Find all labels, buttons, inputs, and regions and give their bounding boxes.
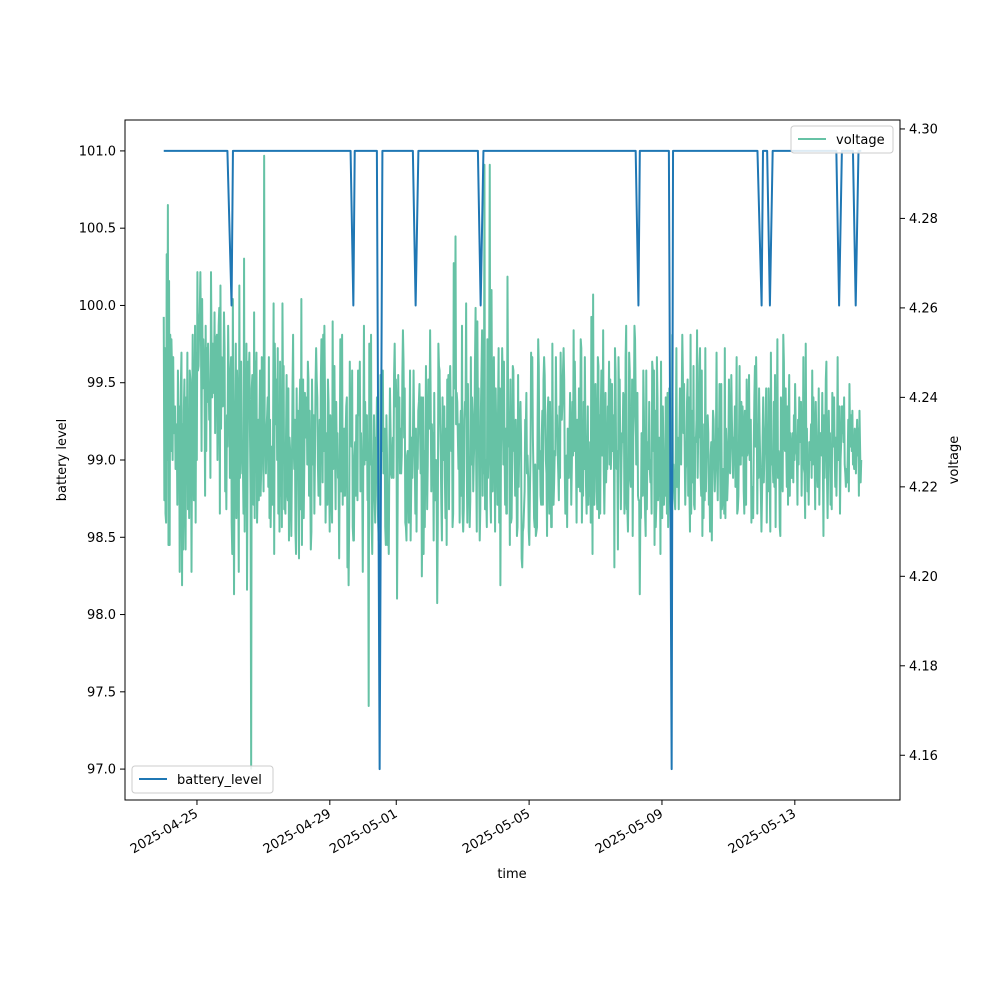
legend-box xyxy=(131,765,274,794)
left-y-tick-label: 98.5 xyxy=(87,531,116,546)
left-y-tick-label: 100.0 xyxy=(79,299,116,314)
series-line-battery-level xyxy=(163,149,862,771)
right-y-tick-label: 4.22 xyxy=(909,480,938,495)
legend-box xyxy=(790,125,894,154)
legend-voltage: voltage xyxy=(790,125,894,154)
left-y-axis-ticks: 97.0 97.5 98.0 98.5 99.0 99.5 100.0 100.5 101.0 xyxy=(79,144,125,778)
plot-area-frame xyxy=(124,119,901,801)
left-y-tick-label: 97.5 xyxy=(87,685,116,700)
legend-battery-level: battery_level xyxy=(131,765,274,794)
right-y-tick-label: 4.26 xyxy=(909,301,938,316)
left-y-tick-label: 98.0 xyxy=(87,608,116,623)
legend-label-battery-level: battery_level xyxy=(177,773,262,788)
right-y-axis-label: voltage xyxy=(947,436,962,485)
right-y-tick-label: 4.16 xyxy=(909,749,938,764)
series-line-voltage xyxy=(162,154,863,770)
left-y-axis-label: battery level xyxy=(55,419,70,502)
right-y-tick-label: 4.18 xyxy=(909,659,938,674)
right-y-tick-label: 4.20 xyxy=(909,570,938,585)
left-y-tick-label: 99.5 xyxy=(87,376,116,391)
left-y-tick-label: 97.0 xyxy=(87,763,116,778)
left-y-tick-label: 100.5 xyxy=(79,222,116,237)
series-layer xyxy=(162,149,863,771)
right-y-tick-label: 4.28 xyxy=(909,212,938,227)
right-y-tick-label: 4.24 xyxy=(909,391,938,406)
right-y-axis-ticks: 4.16 4.18 4.20 4.22 4.24 4.26 4.28 4.30 xyxy=(900,122,938,764)
x-axis-label: time xyxy=(497,867,526,882)
left-y-tick-label: 99.0 xyxy=(87,454,116,469)
right-y-tick-label: 4.30 xyxy=(909,122,938,137)
left-y-tick-label: 101.0 xyxy=(79,144,116,159)
legend-label-voltage: voltage xyxy=(836,133,885,148)
